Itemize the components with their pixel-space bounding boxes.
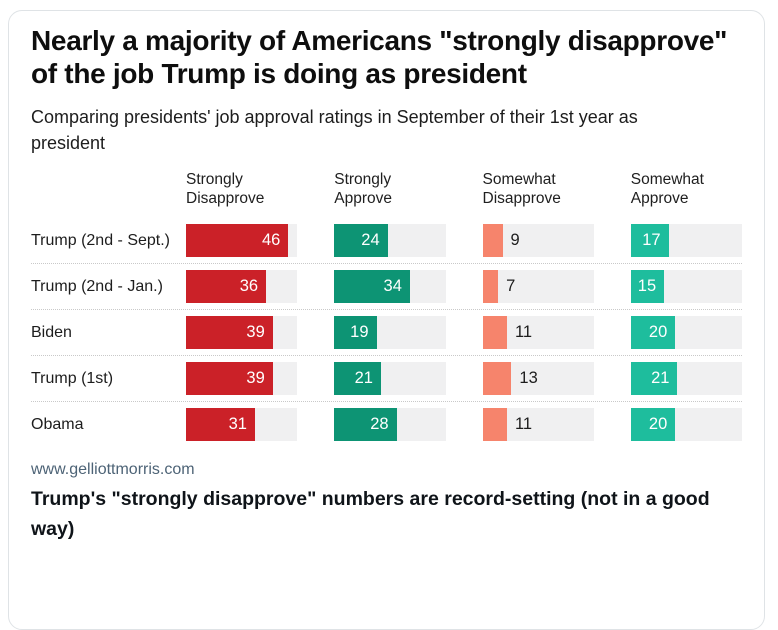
bar-value: 34 <box>383 277 402 296</box>
bar-track: 31 <box>186 408 298 442</box>
bar-somewhat-disapprove: 9 <box>482 224 520 258</box>
bar-track: 46 <box>186 224 298 258</box>
bar-value: 11 <box>514 415 533 434</box>
bar-track: 36 <box>186 270 298 304</box>
bar-track: 24 <box>334 224 446 258</box>
source-link[interactable]: www.gelliottmorris.com <box>31 461 195 479</box>
bar-value: 17 <box>642 231 661 250</box>
bar-value: 39 <box>246 369 265 388</box>
chart-subtitle: Comparing presidents' job approval ratin… <box>31 106 638 153</box>
bar-somewhat-disapprove: 13 <box>482 362 538 396</box>
bar-somewhat-approve: 15 <box>630 270 665 304</box>
bar-strongly-disapprove: 39 <box>186 362 273 396</box>
bar-track: 11 <box>482 408 594 442</box>
bar-value: 28 <box>370 415 389 434</box>
bar-track: 9 <box>482 224 594 258</box>
bar-value: 39 <box>246 323 265 342</box>
bar-track: 21 <box>630 362 742 396</box>
bar-track: 28 <box>334 408 446 442</box>
bar-strongly-disapprove: 39 <box>186 316 273 350</box>
bar-strongly-approve: 28 <box>334 408 397 442</box>
table-row: Trump (2nd - Jan.) 36 34 7 15 <box>31 263 742 309</box>
bar-value: 36 <box>239 277 259 296</box>
bar-value: 21 <box>651 369 670 388</box>
bar-value: 13 <box>519 369 538 388</box>
bar-track: 17 <box>630 224 742 258</box>
bar-track: 7 <box>482 270 594 304</box>
bar-track: 34 <box>334 270 446 304</box>
column-header-somewhat-approve: Somewhat Approve <box>630 170 704 208</box>
bar-strongly-approve: 19 <box>334 316 377 350</box>
bar-somewhat-approve: 20 <box>630 316 676 350</box>
bar-strongly-disapprove: 36 <box>186 270 267 304</box>
bar-track: 19 <box>334 316 446 350</box>
bar-track: 21 <box>334 362 446 396</box>
column-header-row: Strongly Disapprove Strongly Approve Som… <box>31 170 742 219</box>
bar-value: 21 <box>354 369 373 388</box>
row-label-obama: Obama <box>31 415 84 433</box>
chart-card: Nearly a majority of Americans "strongly… <box>8 10 765 630</box>
table-row: Trump (2nd - Sept.) 46 24 9 17 <box>31 218 742 263</box>
bar-somewhat-approve: 20 <box>630 408 676 442</box>
bar-value: 20 <box>648 415 668 434</box>
bar-value: 46 <box>261 231 281 250</box>
bar-track: 15 <box>630 270 742 304</box>
table-row: Trump (1st) 39 21 13 21 <box>31 355 742 401</box>
bar-strongly-approve: 24 <box>334 224 388 258</box>
bar-track: 20 <box>630 408 742 442</box>
bar-value: 20 <box>648 323 668 342</box>
tweet-caption: Trump's "strongly disapprove" numbers ar… <box>31 488 710 540</box>
bar-strongly-disapprove: 31 <box>186 408 255 442</box>
bar-strongly-approve: 34 <box>334 270 410 304</box>
bar-value: 15 <box>637 277 657 296</box>
bar-track: 11 <box>482 316 594 350</box>
bar-value: 31 <box>228 415 247 434</box>
bar-strongly-approve: 21 <box>334 362 381 396</box>
row-label-trump-2nd-jan: Trump (2nd - Jan.) <box>31 277 163 295</box>
bar-somewhat-approve: 21 <box>630 362 678 396</box>
column-header-strongly-approve: Strongly Approve <box>334 170 392 208</box>
bar-track: 39 <box>186 362 298 396</box>
column-header-somewhat-disapprove: Somewhat Disapprove <box>482 170 561 208</box>
row-label-biden: Biden <box>31 323 72 341</box>
chart-title: Nearly a majority of Americans "strongly… <box>31 25 728 89</box>
bar-value: 11 <box>514 323 533 342</box>
bar-value: 9 <box>510 231 520 250</box>
bar-somewhat-disapprove: 7 <box>482 270 515 304</box>
column-header-strongly-disapprove: Strongly Disapprove <box>186 170 265 208</box>
bar-value: 7 <box>506 277 516 296</box>
bar-somewhat-disapprove: 11 <box>482 408 532 442</box>
table-row: Biden 39 19 11 20 <box>31 309 742 355</box>
bar-chart: Strongly Disapprove Strongly Approve Som… <box>31 170 742 448</box>
bar-value: 19 <box>350 323 369 342</box>
row-label-trump-2nd-sept: Trump (2nd - Sept.) <box>31 231 171 249</box>
table-row: Obama 31 28 11 20 <box>31 401 742 447</box>
row-label-trump-1st: Trump (1st) <box>31 369 114 387</box>
bar-track: 13 <box>482 362 594 396</box>
bar-somewhat-approve: 17 <box>630 224 669 258</box>
bar-strongly-disapprove: 46 <box>186 224 289 258</box>
bar-track: 20 <box>630 316 742 350</box>
bar-value: 24 <box>361 231 380 250</box>
bar-track: 39 <box>186 316 298 350</box>
bar-somewhat-disapprove: 11 <box>482 316 532 350</box>
